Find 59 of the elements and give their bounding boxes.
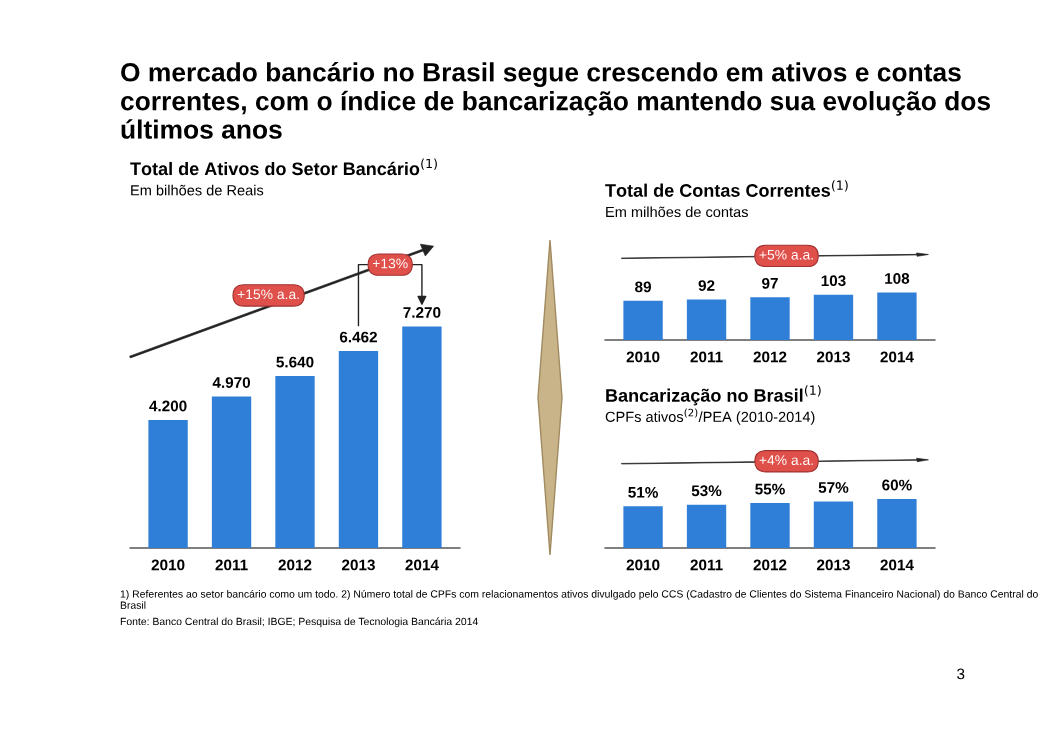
data-label: 97	[762, 277, 778, 289]
data-label: 57%	[818, 482, 849, 493]
data-label: 55%	[755, 483, 785, 495]
bar	[877, 499, 917, 548]
data-label: 7.270	[403, 307, 441, 318]
data-label: 103	[821, 275, 846, 287]
x-tick-label: 2014	[405, 559, 439, 571]
x-tick-label: 2011	[690, 559, 723, 571]
chart-title: Total de Ativos do Setor Bancário$^{(1)}$	[130, 158, 437, 176]
bar	[686, 299, 727, 340]
x-tick-label: 2013	[342, 559, 375, 571]
data-label: 4.200	[149, 400, 187, 412]
chart-title: Bancarização no Brasil$^{(1)}$	[606, 385, 821, 406]
text: 1) Referentes ao setor bancário como um todo. 2) Número total de CPFs com relacionamentos ativos divulgado pelo CCS (Cadastro de Clientes do Sistema Financeiro Nacional) do Banco Central do Brasil	[120, 589, 1038, 609]
bar	[211, 396, 252, 548]
bar	[750, 297, 790, 340]
source-note: Fonte: Banco Central do Brasil; IBGE; Pesquisa de Tecnologia Bancária 2014	[120, 617, 478, 628]
text: +4% a.a.	[759, 455, 813, 465]
x-tick-label: 2012	[753, 559, 787, 571]
x-tick-label: 2014	[880, 351, 914, 363]
bar	[750, 503, 790, 548]
bar	[402, 326, 442, 548]
data-label: 60%	[882, 479, 912, 491]
data-label: 92	[698, 280, 715, 291]
bar	[275, 376, 315, 548]
text: O mercado bancário no Brasil segue crescendo em ativos e contas correntes, com o índice de bancarização mantendo sua evolução dos últimos anos	[121, 62, 991, 139]
text: +13%	[372, 258, 408, 269]
x-tick-label: 2011	[215, 559, 248, 571]
data-label: 5.640	[276, 356, 314, 368]
text: 3	[957, 668, 965, 680]
bar	[148, 419, 188, 548]
data-label: 51%	[628, 486, 658, 498]
x-tick-label: 2013	[817, 559, 850, 571]
text: +5% a.a.	[759, 249, 813, 260]
chart-subtitle: CPFs ativos$^{(2)}$/PEA (2010-2014)	[605, 408, 815, 425]
data-label: 108	[885, 273, 910, 284]
bar	[623, 300, 663, 340]
x-tick-label: 2010	[626, 351, 660, 363]
bar	[813, 294, 854, 340]
bar	[338, 351, 379, 548]
data-label: 6.462	[339, 331, 377, 343]
x-tick-label: 2010	[626, 559, 660, 571]
x-tick-label: 2011	[690, 351, 723, 363]
data-label: 89	[635, 281, 652, 293]
chart-subtitle: Em milhões de contas	[606, 206, 748, 218]
x-tick-label: 2010	[151, 559, 185, 571]
chart-title: Total de Contas Correntes$^{(1)}$	[605, 180, 848, 197]
text: +15% a.a.	[237, 289, 299, 300]
bar	[623, 506, 663, 548]
data-label: 53%	[691, 485, 722, 497]
x-tick-label: 2014	[880, 559, 914, 571]
bar	[813, 501, 854, 548]
data-label: 4.970	[212, 377, 251, 388]
x-tick-label: 2012	[278, 559, 312, 571]
chart-subtitle: Em bilhões de Reais	[131, 184, 264, 196]
x-tick-label: 2012	[753, 351, 787, 363]
bar	[686, 504, 727, 548]
bar	[877, 292, 917, 340]
x-tick-label: 2013	[817, 351, 850, 363]
